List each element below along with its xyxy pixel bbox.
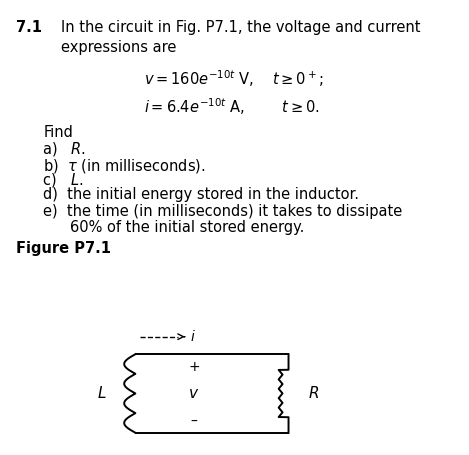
Text: 7.1: 7.1	[16, 20, 42, 35]
Text: expressions are: expressions are	[61, 40, 176, 55]
Text: $i = 6.4e^{-10t}$ A,        $t \geq 0.$: $i = 6.4e^{-10t}$ A, $t \geq 0.$	[144, 96, 320, 117]
Text: +: +	[188, 360, 200, 374]
Text: b)  $\tau$ (in milliseconds).: b) $\tau$ (in milliseconds).	[43, 157, 206, 175]
Text: Find: Find	[43, 125, 73, 140]
Text: $v$: $v$	[189, 386, 200, 401]
Text: d)  the initial energy stored in the inductor.: d) the initial energy stored in the indu…	[43, 187, 359, 202]
Text: 60% of the initial stored energy.: 60% of the initial stored energy.	[70, 220, 304, 235]
Text: e)  the time (in milliseconds) it takes to dissipate: e) the time (in milliseconds) it takes t…	[43, 204, 402, 219]
Text: $i$: $i$	[190, 329, 196, 344]
Text: $R$: $R$	[308, 385, 319, 401]
Text: $L.$: $L.$	[70, 172, 83, 188]
Text: $v = 160e^{-10t}$ V,    $t \geq 0^+$;: $v = 160e^{-10t}$ V, $t \geq 0^+$;	[144, 68, 324, 89]
Text: $L$: $L$	[97, 385, 106, 401]
Text: Figure P7.1: Figure P7.1	[16, 242, 111, 257]
Text: c): c)	[43, 172, 66, 187]
Text: a): a)	[43, 142, 67, 157]
Text: In the circuit in Fig. P7.1, the voltage and current: In the circuit in Fig. P7.1, the voltage…	[61, 20, 421, 35]
Text: $R.$: $R.$	[70, 142, 85, 157]
Text: –: –	[190, 415, 197, 429]
